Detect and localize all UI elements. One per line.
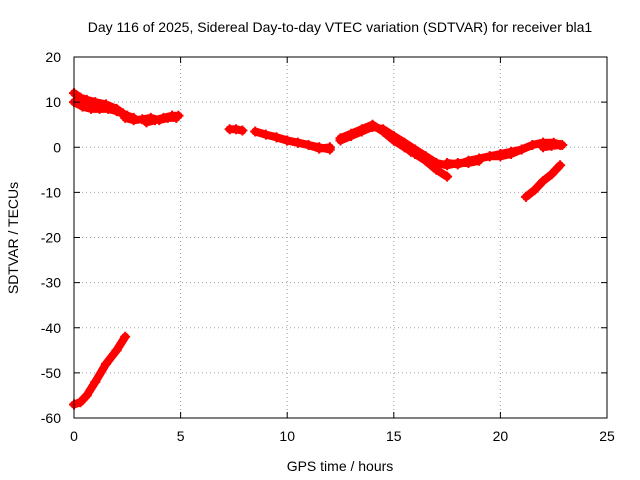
data-point-marker: [431, 164, 442, 175]
y-tick-label: -40: [41, 320, 61, 336]
data-point-marker: [111, 345, 122, 356]
data-point-marker: [94, 103, 105, 114]
data-point-marker: [346, 128, 357, 139]
data-point-marker: [173, 110, 184, 121]
x-tick-label: 0: [70, 428, 78, 444]
data-point-marker: [292, 137, 303, 148]
y-tick-label: 10: [45, 94, 61, 110]
data-point-marker: [324, 144, 335, 155]
y-tick-label: 20: [45, 49, 61, 65]
x-axis-label: GPS time / hours: [287, 458, 394, 474]
data-point-marker: [520, 191, 531, 202]
data-point-marker: [367, 119, 378, 130]
data-point-marker: [495, 151, 506, 162]
data-point-marker: [405, 146, 416, 157]
y-tick-label: -20: [41, 230, 61, 246]
y-tick-label: -30: [41, 275, 61, 291]
data-point-marker: [90, 376, 101, 387]
data-point-marker: [120, 112, 131, 123]
series-arc-6: [224, 124, 248, 136]
data-point-marker: [474, 153, 485, 164]
data-point-marker: [314, 142, 325, 153]
y-tick-label: -60: [41, 410, 61, 426]
series-arc-15: [538, 139, 566, 153]
data-point-marker: [399, 142, 410, 153]
data-point-marker: [555, 160, 566, 171]
series-arc-5: [141, 110, 184, 128]
data-point-marker: [538, 142, 549, 153]
plot-frame: [73, 56, 608, 419]
data-point-marker: [111, 106, 122, 117]
data-point-marker: [506, 149, 517, 160]
data-point-marker: [303, 139, 314, 150]
y-tick-label: -10: [41, 184, 61, 200]
x-tick-label: 25: [599, 428, 615, 444]
data-point-marker: [120, 331, 131, 342]
data-point-marker: [103, 103, 114, 114]
data-point-marker: [100, 358, 111, 369]
x-tick-label: 15: [386, 428, 402, 444]
data-point-marker: [81, 94, 92, 105]
data-point-marker: [335, 133, 346, 144]
data-point-marker: [158, 112, 169, 123]
data-point-marker: [529, 185, 540, 196]
series-arc-14: [520, 160, 566, 202]
data-point-marker: [356, 124, 367, 135]
x-tick-label: 20: [493, 428, 509, 444]
data-point-marker: [516, 144, 527, 155]
data-point-marker: [128, 115, 139, 126]
data-point-marker: [282, 135, 293, 146]
y-tick-label: -50: [41, 365, 61, 381]
data-point-marker: [388, 135, 399, 146]
y-axis-label: SDTVAR / TECUs: [5, 182, 21, 294]
data-point-marker: [86, 103, 97, 114]
data-point-marker: [546, 169, 557, 180]
data-point-marker: [237, 125, 248, 136]
x-tick-label: 5: [177, 428, 185, 444]
data-point-marker: [555, 139, 566, 150]
grid-layer: [74, 57, 607, 418]
series-arc-11: [405, 146, 433, 164]
chart-title: Day 116 of 2025, Sidereal Day-to-day VTE…: [88, 19, 593, 35]
series-arc-1: [69, 331, 131, 410]
series-arc-10: [335, 119, 453, 182]
data-point-marker: [75, 397, 86, 408]
data-point-marker: [141, 117, 152, 128]
data-point-marker: [422, 153, 433, 164]
tick-layer: 0 5 10 15 20 25 -60 -50 -40 -30 -20 -10 0 10 20: [41, 49, 615, 444]
data-point-marker: [150, 115, 161, 126]
data-point-marker: [452, 159, 463, 170]
data-point-marker: [271, 132, 282, 143]
data-point-marker: [231, 124, 242, 135]
data-point-marker: [442, 158, 453, 169]
data-point-marker: [250, 126, 261, 137]
x-tick-label: 10: [279, 428, 295, 444]
data-point-marker: [546, 140, 557, 151]
data-point-marker: [538, 176, 549, 187]
data-point-marker: [414, 150, 425, 161]
data-point-marker: [378, 126, 389, 137]
data-point-marker: [442, 171, 453, 182]
series-arc-8: [271, 132, 335, 155]
series-layer: [69, 88, 568, 410]
data-point-marker: [75, 92, 86, 103]
data-point-marker: [463, 155, 474, 166]
data-point-marker: [77, 101, 88, 112]
data-point-marker: [527, 139, 538, 150]
data-point-marker: [260, 129, 271, 140]
data-point-marker: [81, 390, 92, 401]
data-point-marker: [484, 151, 495, 162]
y-tick-label: 0: [53, 139, 61, 155]
